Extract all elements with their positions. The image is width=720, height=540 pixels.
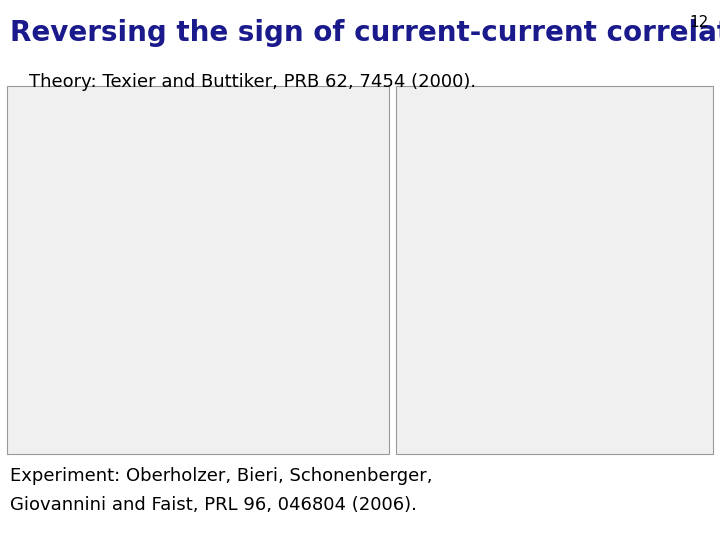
Bar	[396, 86, 713, 454]
Text: Giovannini and Faist, PRL 96, 046804 (2006).: Giovannini and Faist, PRL 96, 046804 (20…	[10, 496, 417, 514]
Bar	[7, 86, 389, 454]
Text: Experiment: Oberholzer, Bieri, Schonenberger,: Experiment: Oberholzer, Bieri, Schonenbe…	[10, 467, 433, 485]
Text: 12: 12	[690, 15, 709, 30]
Text: Theory: Texier and Buttiker, PRB 62, 7454 (2000).: Theory: Texier and Buttiker, PRB 62, 745…	[29, 73, 476, 91]
Text: Reversing the sign of current-current correlations: Reversing the sign of current-current co…	[10, 19, 720, 47]
